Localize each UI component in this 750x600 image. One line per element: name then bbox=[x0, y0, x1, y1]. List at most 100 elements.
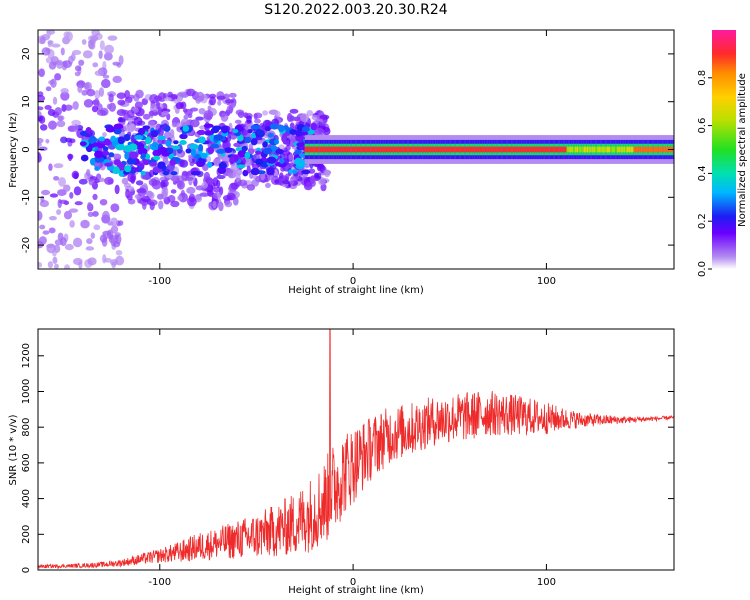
spectrogram-cell bbox=[118, 169, 125, 177]
colorbar-gradient bbox=[712, 30, 736, 269]
spectrogram-cell bbox=[56, 209, 62, 215]
spectrogram-cell bbox=[479, 146, 483, 153]
spectrogram-cell bbox=[92, 142, 102, 147]
spectrogram-x-tick-label: 100 bbox=[537, 276, 556, 287]
spectrogram-cell bbox=[216, 179, 221, 188]
spectrogram-cell bbox=[69, 192, 74, 199]
spectrogram-cell bbox=[460, 146, 464, 153]
spectrogram-cell bbox=[250, 124, 261, 130]
spectrogram-cell bbox=[229, 156, 235, 165]
spectrogram-cell bbox=[250, 167, 260, 176]
spectrogram-cell bbox=[73, 186, 82, 196]
spectrogram-cell bbox=[596, 146, 600, 153]
colorbar-tick-label: 0.0 bbox=[697, 261, 708, 277]
spectrogram-cell bbox=[149, 201, 155, 211]
spectrogram-cell bbox=[217, 100, 222, 106]
spectrogram-cell bbox=[148, 178, 158, 187]
spectrogram-y-tick-label: 20 bbox=[21, 48, 32, 61]
spectrogram-cell bbox=[141, 101, 148, 106]
spectrogram-cell bbox=[280, 166, 286, 172]
spectrogram-cell bbox=[177, 180, 183, 188]
spectrogram-cell bbox=[174, 157, 181, 162]
spectrogram-cell bbox=[370, 146, 374, 153]
spectrogram-cell bbox=[105, 126, 116, 133]
spectrogram-cell bbox=[300, 130, 308, 136]
spectrogram-cell bbox=[353, 146, 357, 153]
spectrogram-cell bbox=[90, 232, 96, 239]
spectrogram-cell bbox=[578, 146, 582, 153]
spectrogram-cell bbox=[569, 146, 573, 153]
spectrogram-cell bbox=[459, 146, 463, 153]
colorbar-tick-label: 0.4 bbox=[697, 165, 708, 181]
spectrogram-cell bbox=[244, 136, 252, 144]
spectrogram-cell bbox=[85, 127, 92, 134]
spectrogram-cell bbox=[161, 186, 169, 197]
spectrogram-cell bbox=[232, 197, 239, 206]
spectrogram-cell bbox=[486, 146, 489, 153]
spectrogram-cell bbox=[616, 146, 620, 153]
spectrogram-cell bbox=[598, 146, 602, 153]
snr-y-ticks: 0 200 400 600 800 1000 1200 bbox=[21, 343, 674, 573]
spectrogram-cell bbox=[504, 146, 508, 153]
spectrogram-cell bbox=[556, 146, 560, 153]
spectrogram-cell bbox=[60, 88, 69, 94]
spectrogram-cell bbox=[321, 146, 325, 153]
spectrogram-cells bbox=[38, 30, 674, 269]
spectrogram-x-tick-label: -100 bbox=[148, 276, 171, 287]
spectrogram-cell bbox=[212, 186, 221, 193]
spectrogram-cell bbox=[287, 162, 295, 167]
spectrogram-cell bbox=[179, 159, 189, 168]
spectrogram-cell bbox=[99, 234, 108, 243]
spectrogram-cell bbox=[149, 161, 157, 167]
spectrogram-cell bbox=[238, 179, 248, 186]
spectrogram-cell bbox=[318, 146, 322, 153]
spectrogram-cell bbox=[228, 92, 237, 98]
spectrogram-cell bbox=[445, 146, 449, 153]
spectrogram-cell bbox=[648, 146, 652, 153]
spectrogram-cell bbox=[89, 158, 96, 166]
spectrogram-cell bbox=[581, 146, 585, 153]
spectrogram-cell bbox=[385, 146, 389, 153]
spectrogram-cell bbox=[420, 146, 424, 153]
spectrogram-cell bbox=[101, 150, 110, 156]
spectrogram-cell bbox=[455, 146, 459, 153]
spectrogram-y-axis-label: Frequency (Hz) bbox=[8, 112, 19, 188]
spectrogram-cell bbox=[549, 146, 553, 153]
spectrogram-cell bbox=[408, 146, 412, 153]
spectrogram-cell bbox=[322, 127, 331, 136]
spectrogram-x-tick-label: 0 bbox=[350, 276, 356, 287]
spectrogram-cell bbox=[38, 94, 46, 102]
spectrogram-cell bbox=[158, 200, 164, 210]
spectrogram-cell bbox=[74, 201, 83, 206]
spectrogram-cell bbox=[212, 125, 222, 131]
snr-series bbox=[38, 329, 674, 570]
spectrogram-cell bbox=[106, 103, 113, 110]
spectrogram-cell bbox=[524, 146, 528, 153]
spectrogram-cell bbox=[206, 161, 213, 168]
spectrogram-cell bbox=[170, 200, 180, 208]
spectrogram-cell bbox=[625, 146, 629, 153]
spectrogram-cell bbox=[46, 30, 52, 38]
spectrogram-cell bbox=[234, 119, 242, 124]
spectrogram-cell bbox=[501, 146, 505, 153]
spectrogram-cell bbox=[289, 122, 295, 129]
spectrogram-cell bbox=[251, 132, 257, 139]
spectrogram-x-ticks: -100 0 100 bbox=[148, 30, 556, 287]
spectrogram-cell bbox=[179, 133, 188, 140]
spectrogram-cell bbox=[663, 146, 667, 153]
spectrogram-cell bbox=[80, 154, 89, 162]
spectrogram-cell bbox=[387, 146, 390, 153]
colorbar-tick-label: 0.6 bbox=[697, 118, 708, 134]
spectrogram-cell bbox=[104, 44, 115, 54]
spectrogram-cell bbox=[450, 146, 454, 153]
spectrogram-cell bbox=[198, 136, 206, 144]
spectrogram-cell bbox=[559, 146, 563, 153]
spectrogram-cell bbox=[241, 145, 248, 152]
spectrogram-cell bbox=[402, 146, 405, 153]
spectrogram-cell bbox=[54, 73, 62, 81]
spectrogram-cell bbox=[264, 125, 271, 132]
spectrogram-cell bbox=[422, 146, 426, 153]
spectrogram-cell bbox=[94, 70, 105, 77]
spectrogram-cell bbox=[190, 120, 199, 127]
spectrogram-cell bbox=[482, 146, 486, 153]
